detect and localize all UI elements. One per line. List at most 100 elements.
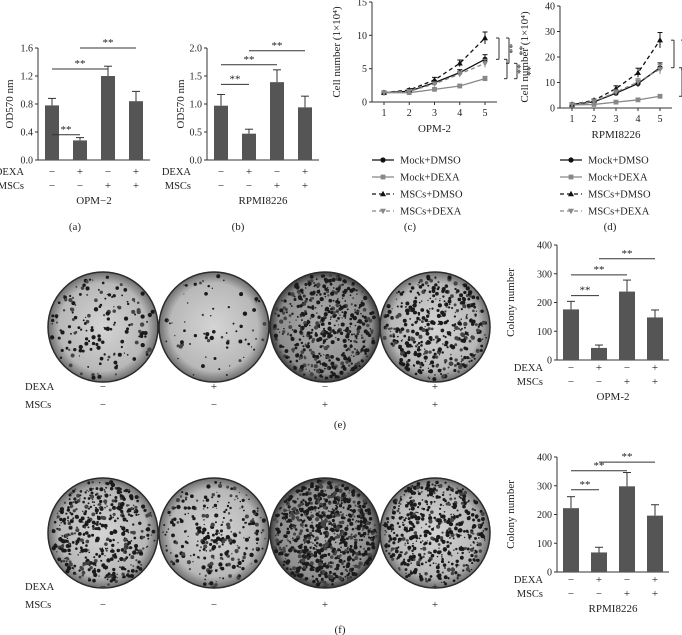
colony bbox=[356, 312, 359, 316]
colony bbox=[347, 372, 350, 375]
colony bbox=[127, 543, 130, 546]
colony bbox=[306, 548, 309, 552]
culture-dish bbox=[48, 478, 158, 588]
treatment-sign: − bbox=[322, 381, 328, 393]
colony bbox=[370, 527, 372, 530]
colony bbox=[241, 567, 245, 571]
colony bbox=[60, 522, 62, 524]
colony bbox=[326, 355, 331, 359]
colony bbox=[68, 525, 73, 530]
colony bbox=[449, 493, 452, 496]
colony bbox=[120, 345, 123, 349]
colony bbox=[403, 558, 406, 561]
colony bbox=[250, 563, 252, 565]
colony bbox=[315, 368, 321, 374]
colony bbox=[346, 562, 351, 566]
colony bbox=[424, 360, 427, 362]
colony bbox=[317, 506, 320, 510]
series-mock-dexa bbox=[569, 93, 663, 108]
treatment-sign: − bbox=[624, 574, 630, 586]
colony bbox=[415, 345, 417, 348]
colony bbox=[76, 526, 78, 529]
colony bbox=[346, 308, 349, 311]
dish-rim bbox=[158, 271, 270, 383]
colony bbox=[167, 510, 171, 515]
colony bbox=[202, 527, 207, 532]
colony bbox=[419, 556, 423, 560]
data-point bbox=[591, 99, 597, 105]
colony bbox=[143, 536, 146, 538]
series-line bbox=[571, 68, 661, 106]
colony bbox=[131, 514, 134, 517]
colony bbox=[403, 518, 406, 522]
colony bbox=[87, 549, 90, 551]
colony bbox=[314, 544, 316, 547]
series-mscs-dexa bbox=[381, 58, 488, 96]
colony bbox=[198, 549, 201, 552]
colony bbox=[326, 367, 330, 370]
colony bbox=[424, 577, 428, 581]
colony bbox=[120, 339, 125, 344]
colony-dots bbox=[164, 274, 267, 376]
colony bbox=[315, 512, 320, 517]
colony bbox=[463, 321, 468, 327]
colony bbox=[112, 567, 116, 572]
colony bbox=[291, 508, 293, 510]
colony bbox=[78, 292, 82, 296]
colony bbox=[435, 355, 439, 359]
colony bbox=[192, 553, 196, 557]
colony bbox=[285, 534, 287, 537]
panel-label: (f) bbox=[335, 624, 346, 635]
colony bbox=[417, 492, 421, 495]
colony bbox=[402, 318, 407, 323]
colony bbox=[163, 524, 166, 527]
colony bbox=[416, 291, 420, 295]
colony bbox=[403, 334, 407, 338]
colony bbox=[325, 493, 328, 496]
colony bbox=[282, 549, 286, 553]
colony bbox=[292, 499, 295, 503]
colony bbox=[84, 556, 88, 559]
colony bbox=[448, 361, 453, 366]
colony bbox=[49, 335, 55, 340]
colony bbox=[465, 315, 468, 318]
colony bbox=[400, 515, 403, 519]
colony bbox=[441, 531, 444, 534]
colony bbox=[392, 317, 395, 319]
colony bbox=[437, 337, 441, 342]
colony bbox=[93, 556, 96, 559]
colony bbox=[440, 514, 444, 519]
colony bbox=[468, 558, 472, 562]
colony bbox=[340, 520, 345, 525]
colony bbox=[454, 571, 458, 575]
colony bbox=[406, 350, 411, 355]
colony bbox=[317, 300, 319, 302]
colony bbox=[94, 493, 97, 496]
colony bbox=[101, 340, 105, 344]
colony bbox=[314, 567, 316, 569]
colony bbox=[405, 572, 407, 575]
colony bbox=[309, 531, 313, 535]
colony bbox=[418, 281, 421, 284]
colony bbox=[409, 317, 412, 320]
colony bbox=[311, 529, 315, 532]
colony bbox=[441, 557, 444, 561]
colony bbox=[86, 489, 88, 492]
significance-label: ** bbox=[513, 46, 524, 56]
colony bbox=[215, 507, 218, 509]
colony bbox=[441, 351, 444, 354]
y-tick-label: 1.5 bbox=[190, 72, 203, 83]
colony bbox=[73, 497, 77, 501]
colony bbox=[96, 520, 99, 524]
colony bbox=[85, 539, 90, 544]
y-axis-label: Cell number (1×10⁴) bbox=[519, 11, 531, 103]
colony bbox=[472, 302, 476, 306]
colony bbox=[395, 547, 399, 550]
treatment-sign: + bbox=[624, 588, 630, 600]
colony bbox=[133, 511, 136, 514]
colony bbox=[251, 329, 255, 332]
colony bbox=[99, 356, 104, 361]
colony bbox=[245, 546, 248, 550]
colony bbox=[232, 486, 237, 491]
colony bbox=[67, 325, 72, 329]
